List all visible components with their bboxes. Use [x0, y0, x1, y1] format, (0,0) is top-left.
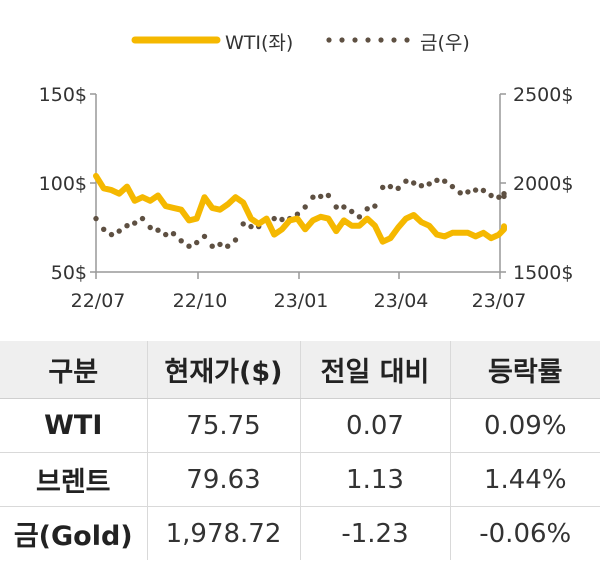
series-point-gold	[333, 204, 339, 210]
row-change: 0.07	[299, 398, 450, 453]
series-point-gold	[163, 231, 169, 238]
series-point-gold	[139, 215, 146, 222]
series-point-gold	[418, 183, 425, 189]
row-rate: 0.09%	[449, 398, 600, 453]
series-gold	[93, 177, 507, 249]
row-name: WTI	[0, 398, 147, 453]
series-point-gold	[240, 221, 246, 227]
x-tick-label: 23/01	[274, 290, 329, 312]
series-point-gold	[434, 177, 440, 183]
table-header-row: 구분 현재가($) 전일 대비 등락률	[0, 341, 600, 399]
series-point-gold	[178, 238, 184, 244]
legend-swatch-gold	[326, 37, 410, 43]
legend: WTI(좌) 금(우)	[131, 32, 470, 54]
y-right-tick-label: 2000$	[513, 173, 573, 195]
row-change: -1.23	[299, 506, 450, 560]
series-point-gold	[318, 193, 324, 200]
header-change: 전일 대비	[299, 341, 450, 399]
legend-label-gold: 금(우)	[420, 32, 470, 54]
series-point-gold	[341, 204, 347, 210]
x-tick-label: 22/10	[173, 290, 228, 312]
series-point-gold	[403, 178, 409, 184]
series-point-gold	[170, 231, 177, 237]
table-row: 브렌트 79.63 1.13 1.44%	[0, 452, 600, 507]
series-point-gold	[132, 220, 138, 226]
series-point-gold	[248, 223, 254, 230]
row-price: 79.63	[146, 452, 300, 507]
header-rate: 등락률	[449, 341, 600, 399]
x-tick-label: 22/07	[71, 290, 126, 312]
header-price: 현재가($)	[146, 341, 300, 399]
row-rate: 1.44%	[449, 452, 600, 507]
series-point-gold	[201, 233, 208, 240]
series-point-gold	[449, 183, 456, 190]
series-point-gold	[395, 185, 401, 191]
series-line-wti	[93, 172, 507, 245]
series-point-gold	[194, 239, 200, 246]
series-point-gold	[364, 206, 370, 212]
series-point-gold	[387, 183, 394, 190]
x-tick-label: 23/04	[374, 290, 429, 312]
series-point-gold	[116, 228, 122, 234]
series-point-gold	[108, 231, 115, 238]
series-wti	[93, 172, 507, 245]
series-point-gold	[372, 203, 378, 209]
x-tick-label: 23/07	[472, 290, 527, 312]
series-point-gold	[501, 191, 507, 197]
header-category: 구분	[0, 341, 147, 399]
series-point-gold	[411, 180, 417, 186]
series-point-gold	[124, 223, 130, 229]
legend-label-wti: WTI(좌)	[225, 32, 293, 54]
axes	[90, 93, 506, 279]
series-point-gold	[302, 204, 308, 210]
series-point-gold	[380, 184, 386, 191]
series-point-gold	[225, 243, 231, 249]
series-point-gold	[457, 190, 463, 196]
y-left-tick-label: 100$	[39, 173, 87, 195]
price-table: 구분 현재가($) 전일 대비 등락률 WTI 75.75 0.07 0.09%…	[0, 341, 600, 560]
series-point-gold	[356, 214, 363, 220]
series-point-gold	[442, 178, 448, 184]
y-left-tick-label: 50$	[51, 262, 87, 284]
series-point-gold	[488, 192, 494, 199]
series-point-gold	[480, 187, 487, 194]
series-point-gold	[310, 194, 316, 200]
row-price: 1,978.72	[146, 506, 300, 560]
series-point-gold	[101, 226, 107, 232]
y-right-tick-label: 1500$	[513, 262, 573, 284]
series-point-gold	[93, 215, 99, 222]
row-rate: -0.06%	[449, 506, 600, 560]
series-point-gold	[271, 215, 277, 222]
series-point-gold	[465, 189, 471, 195]
series-point-gold	[294, 211, 301, 217]
series-point-gold	[279, 216, 285, 223]
row-name: 브렌트	[0, 452, 147, 507]
row-price: 75.75	[146, 398, 300, 453]
row-change: 1.13	[299, 452, 450, 507]
y-left-tick-label: 150$	[39, 84, 87, 106]
series-point-gold	[217, 241, 223, 248]
series-point-gold	[496, 194, 502, 200]
oil-gold-price-chart: WTI(좌) 금(우) 150$ 100$ 50$ 2500$ 2000$ 15…	[39, 32, 574, 312]
table-row: WTI 75.75 0.07 0.09%	[0, 398, 600, 453]
series-point-gold	[232, 237, 239, 243]
series-point-gold	[349, 208, 355, 215]
series-point-gold	[147, 224, 153, 231]
series-point-gold	[155, 227, 161, 233]
series-point-gold	[325, 192, 332, 199]
series-point-gold	[472, 187, 479, 193]
y-right-tick-label: 2500$	[513, 84, 573, 106]
series-point-gold	[209, 243, 215, 249]
series-point-gold	[186, 243, 192, 249]
row-name: 금(Gold)	[0, 506, 147, 560]
table-row: 금(Gold) 1,978.72 -1.23 -0.06%	[0, 506, 600, 560]
series-point-gold	[426, 181, 432, 187]
